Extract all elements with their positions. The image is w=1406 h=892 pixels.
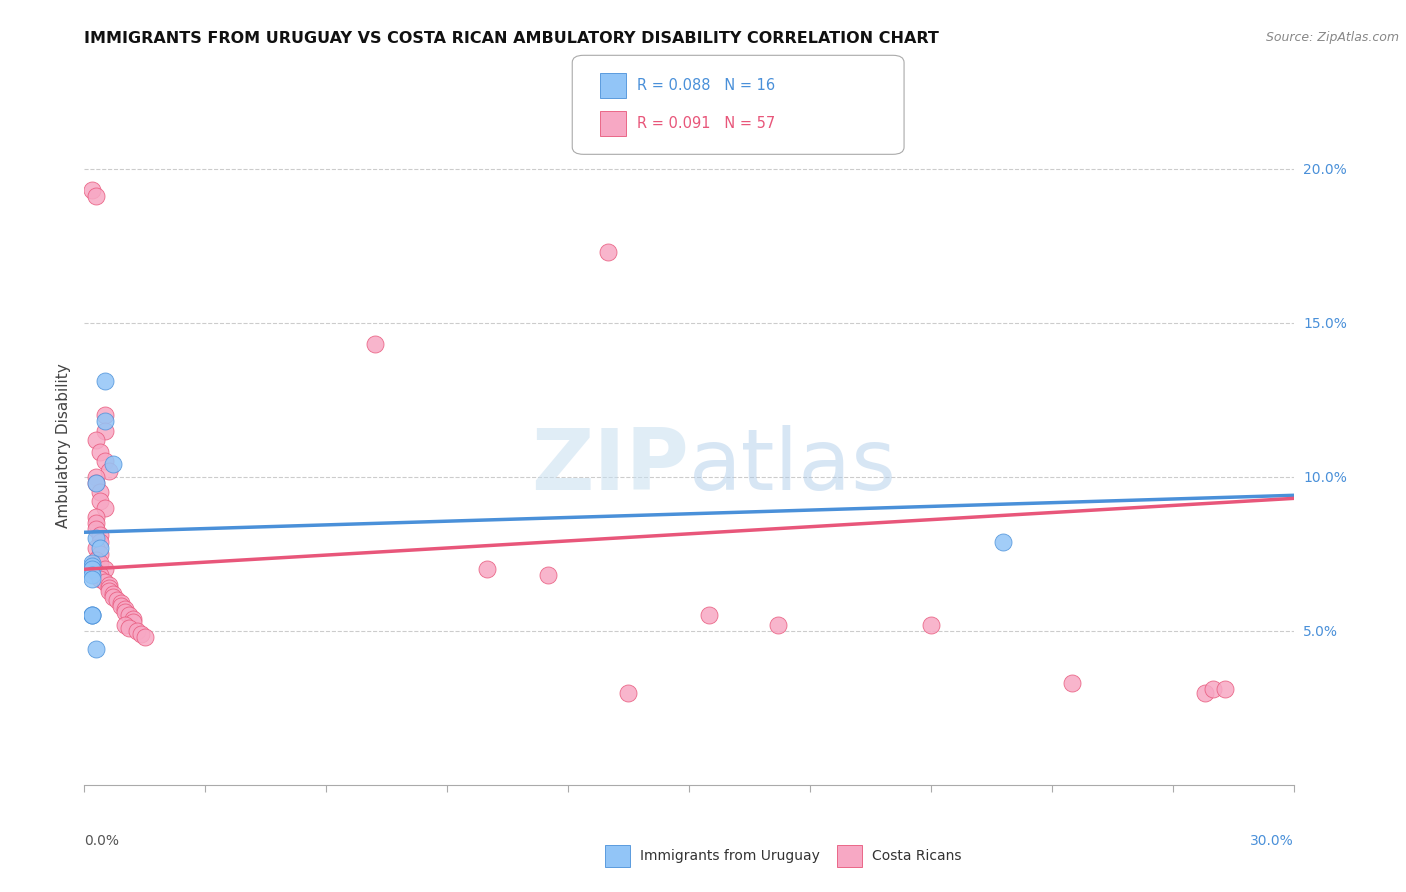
- Point: [82, 608, 104, 623]
- Point: [86, 532, 108, 546]
- Point: [101, 458, 124, 472]
- Point: [86, 516, 108, 530]
- Point: [114, 606, 136, 620]
- Point: [93, 374, 115, 388]
- Point: [89, 485, 111, 500]
- Point: [82, 183, 104, 197]
- Text: 0.0%: 0.0%: [84, 834, 120, 848]
- Point: [82, 572, 104, 586]
- Point: [125, 624, 148, 638]
- Point: [93, 500, 115, 515]
- Text: 30.0%: 30.0%: [1250, 834, 1294, 848]
- Point: [1213, 682, 1236, 697]
- Point: [766, 617, 789, 632]
- Point: [82, 562, 104, 576]
- Point: [86, 470, 108, 484]
- Point: [86, 522, 108, 536]
- Point: [86, 553, 108, 567]
- Point: [477, 562, 499, 576]
- Point: [86, 541, 108, 555]
- Text: IMMIGRANTS FROM URUGUAY VS COSTA RICAN AMBULATORY DISABILITY CORRELATION CHART: IMMIGRANTS FROM URUGUAY VS COSTA RICAN A…: [84, 31, 939, 46]
- Point: [82, 608, 104, 623]
- Point: [363, 337, 385, 351]
- Point: [697, 608, 720, 623]
- Text: Immigrants from Uruguay: Immigrants from Uruguay: [640, 849, 820, 863]
- Point: [86, 475, 108, 490]
- Point: [93, 424, 115, 438]
- Point: [110, 596, 132, 610]
- Point: [598, 244, 620, 259]
- Point: [920, 617, 942, 632]
- Point: [86, 566, 108, 580]
- Text: ZIP: ZIP: [531, 425, 689, 508]
- Text: atlas: atlas: [689, 425, 897, 508]
- Point: [86, 189, 108, 203]
- Point: [537, 568, 560, 582]
- Point: [82, 568, 104, 582]
- Point: [129, 627, 152, 641]
- Point: [1202, 682, 1225, 697]
- Point: [89, 568, 111, 582]
- Point: [89, 445, 111, 459]
- Point: [118, 608, 141, 623]
- Point: [89, 528, 111, 542]
- Point: [105, 593, 128, 607]
- Point: [101, 587, 124, 601]
- Text: Source: ZipAtlas.com: Source: ZipAtlas.com: [1265, 31, 1399, 45]
- Point: [89, 541, 111, 555]
- Point: [97, 464, 120, 478]
- Point: [1194, 685, 1216, 699]
- Point: [89, 547, 111, 561]
- Point: [97, 577, 120, 591]
- Point: [89, 494, 111, 508]
- Point: [93, 408, 115, 422]
- Point: [86, 642, 108, 657]
- Point: [82, 608, 104, 623]
- Point: [1060, 676, 1083, 690]
- Point: [89, 534, 111, 549]
- Point: [118, 621, 141, 635]
- Point: [89, 556, 111, 570]
- Point: [93, 414, 115, 428]
- Point: [134, 630, 156, 644]
- Point: [101, 590, 124, 604]
- Text: R = 0.091   N = 57: R = 0.091 N = 57: [637, 117, 775, 131]
- Y-axis label: Ambulatory Disability: Ambulatory Disability: [56, 364, 72, 528]
- Point: [82, 556, 104, 570]
- Point: [86, 509, 108, 524]
- Point: [114, 602, 136, 616]
- Point: [110, 599, 132, 614]
- Point: [82, 559, 104, 574]
- Point: [93, 574, 115, 589]
- Point: [114, 617, 136, 632]
- Text: Costa Ricans: Costa Ricans: [872, 849, 962, 863]
- Point: [121, 615, 143, 629]
- Point: [993, 534, 1015, 549]
- Point: [97, 583, 120, 598]
- Point: [93, 454, 115, 468]
- Point: [86, 475, 108, 490]
- Point: [97, 581, 120, 595]
- Point: [86, 433, 108, 447]
- Text: R = 0.088   N = 16: R = 0.088 N = 16: [637, 78, 775, 93]
- Point: [617, 685, 640, 699]
- Point: [93, 562, 115, 576]
- Point: [89, 572, 111, 586]
- Point: [121, 611, 143, 625]
